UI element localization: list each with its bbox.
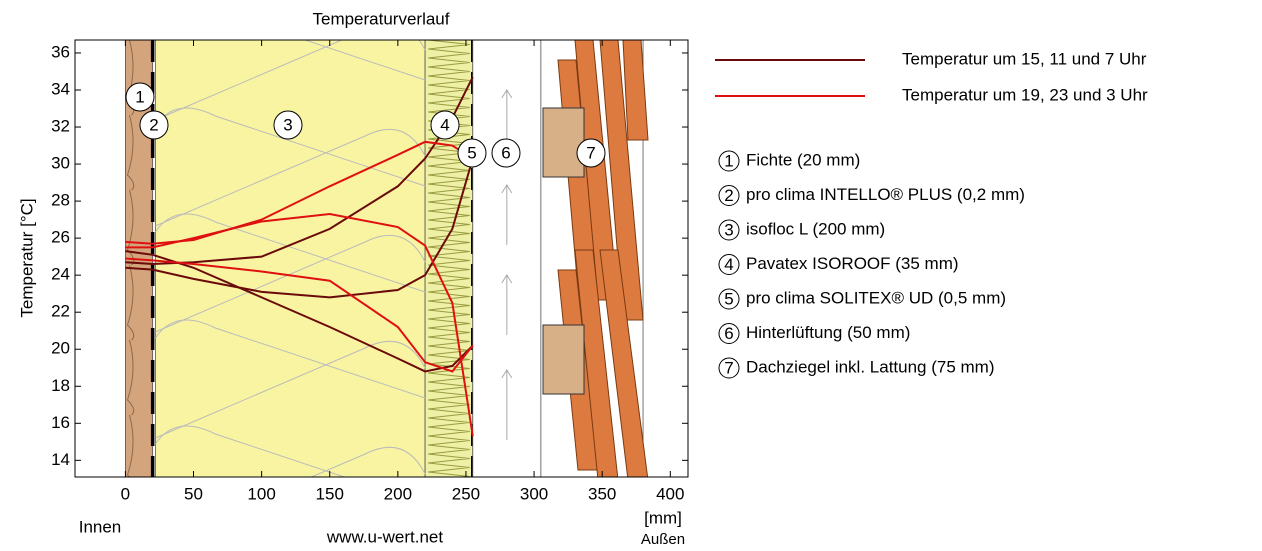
legend-label: Temperatur um 15, 11 und 7 Uhr bbox=[902, 49, 1147, 68]
layer-legend-num: 6 bbox=[724, 324, 733, 343]
x-tick-label: 150 bbox=[316, 484, 344, 503]
layer bbox=[155, 40, 425, 477]
layer-marker-label: 6 bbox=[501, 143, 510, 162]
x-tick-label: 50 bbox=[184, 484, 203, 503]
legend-label: Temperatur um 19, 23 und 3 Uhr bbox=[902, 85, 1148, 104]
batten bbox=[543, 325, 584, 394]
layer-legend-label: Pavatex ISOROOF (35 mm) bbox=[746, 254, 959, 273]
x-axis-label: [mm] bbox=[644, 508, 682, 527]
y-tick-label: 34 bbox=[51, 79, 70, 98]
x-tick-label: 300 bbox=[520, 484, 548, 503]
y-tick-label: 24 bbox=[51, 265, 70, 284]
tile bbox=[623, 40, 648, 140]
layer-legend-num: 3 bbox=[724, 220, 733, 239]
y-tick-label: 14 bbox=[51, 450, 70, 469]
source: www.u-wert.net bbox=[326, 527, 443, 546]
layer-legend-label: Hinterlüftung (50 mm) bbox=[746, 323, 910, 342]
layer-legend-num: 1 bbox=[724, 151, 733, 170]
y-tick-label: 36 bbox=[51, 42, 70, 61]
layer-marker-label: 5 bbox=[467, 143, 476, 162]
layer-marker-label: 2 bbox=[149, 115, 158, 134]
y-tick-label: 18 bbox=[51, 376, 70, 395]
x-tick-label: 200 bbox=[384, 484, 412, 503]
layer-marker-label: 3 bbox=[283, 115, 292, 134]
layer-legend-label: Dachziegel inkl. Lattung (75 mm) bbox=[746, 357, 995, 376]
x-tick-label: 250 bbox=[452, 484, 480, 503]
chart-title: Temperaturverlauf bbox=[312, 9, 449, 28]
layer-marker-label: 7 bbox=[586, 143, 595, 162]
layer-legend-num: 7 bbox=[724, 358, 733, 377]
batten bbox=[543, 108, 584, 177]
y-axis-label: Temperatur [°C] bbox=[17, 198, 36, 317]
y-tick-label: 32 bbox=[51, 117, 70, 136]
x-tick-label: 400 bbox=[656, 484, 684, 503]
layer-marker-label: 4 bbox=[440, 115, 449, 134]
y-tick-label: 26 bbox=[51, 228, 70, 247]
chart: Temperaturverlauf Temperatur [°C] Innen … bbox=[0, 0, 1262, 551]
y-tick-label: 22 bbox=[51, 302, 70, 321]
layer-legend-label: pro clima INTELLO® PLUS (0,2 mm) bbox=[746, 185, 1025, 204]
layer-legend-num: 2 bbox=[724, 186, 733, 205]
right-label: Außen bbox=[641, 531, 685, 548]
layer-legend-label: pro clima SOLITEX® UD (0,5 mm) bbox=[746, 288, 1006, 307]
layer-marker-label: 1 bbox=[135, 87, 144, 106]
y-tick-label: 28 bbox=[51, 191, 70, 210]
layer-legend-label: Fichte (20 mm) bbox=[746, 150, 860, 169]
x-tick-label: 100 bbox=[247, 484, 275, 503]
y-tick-label: 20 bbox=[51, 339, 70, 358]
plot-area bbox=[125, 2, 648, 544]
x-tick-label: 350 bbox=[588, 484, 616, 503]
layer-legend-label: isofloc L (200 mm) bbox=[746, 219, 885, 238]
y-tick-label: 16 bbox=[51, 413, 70, 432]
y-tick-label: 30 bbox=[51, 154, 70, 173]
layer-legend-num: 5 bbox=[724, 289, 733, 308]
layer-legend-num: 4 bbox=[724, 255, 733, 274]
left-label: Innen bbox=[79, 517, 122, 536]
x-tick-label: 0 bbox=[121, 484, 130, 503]
